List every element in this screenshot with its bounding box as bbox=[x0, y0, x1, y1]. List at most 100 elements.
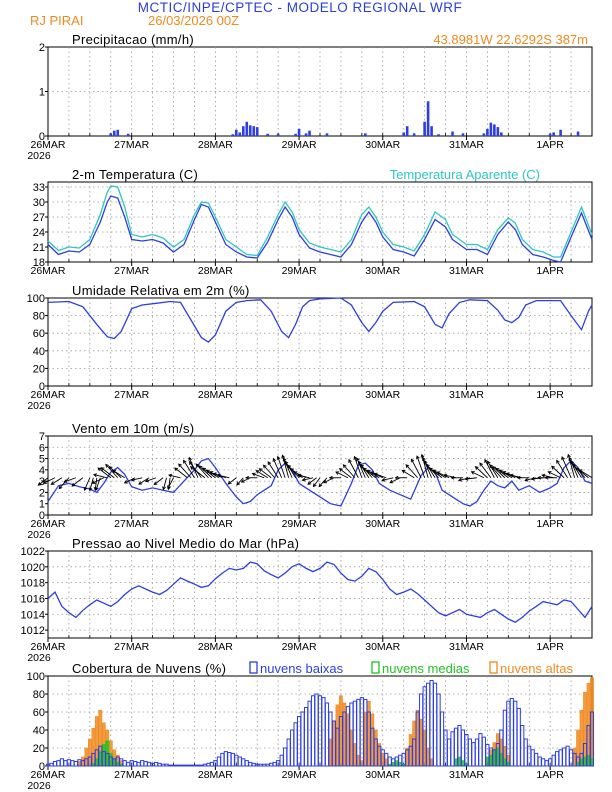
cloud-low-bar bbox=[478, 733, 483, 767]
precip-bar bbox=[112, 130, 116, 136]
y-tick-label: 1016 bbox=[21, 593, 45, 605]
wind-arrow-head bbox=[422, 456, 426, 461]
wind-arrow bbox=[267, 461, 279, 478]
wind-arrow-head bbox=[108, 465, 113, 470]
x-year-label: 2026 bbox=[27, 529, 51, 541]
x-year-label: 2026 bbox=[27, 652, 51, 664]
wind-arrow bbox=[389, 477, 401, 484]
wind-arrow bbox=[263, 464, 276, 479]
cloud-low-bar bbox=[474, 738, 479, 767]
wind-arrow bbox=[360, 464, 373, 479]
cloud-low-bar bbox=[63, 760, 68, 767]
wind-arrow-head bbox=[189, 466, 194, 470]
x-day-label: 31MAR bbox=[449, 769, 484, 781]
wind-arrow bbox=[153, 477, 164, 485]
wind-arrow-head bbox=[489, 464, 493, 469]
cloud-low-bar bbox=[324, 702, 330, 767]
y-tick-label: 60 bbox=[33, 707, 45, 719]
panel-title: Precipitacao (mm/h) bbox=[72, 32, 194, 47]
x-day-label: 30MAR bbox=[365, 769, 400, 781]
panel-title: Pressao ao Nivel Medio do Mar (hPa) bbox=[72, 536, 299, 551]
wind-arrow-head bbox=[578, 469, 583, 473]
y-tick-label: 1012 bbox=[21, 625, 45, 637]
cloud-low-bar bbox=[133, 761, 138, 767]
wind-arrow-head bbox=[97, 467, 102, 472]
cloud-low-bar bbox=[558, 749, 563, 767]
cloud-low-bar bbox=[126, 761, 131, 767]
wind-arrow bbox=[145, 477, 157, 482]
wind-arrow-head bbox=[301, 477, 306, 482]
precip-bar bbox=[412, 133, 416, 136]
cloud-low-bar bbox=[541, 758, 546, 767]
cloud-low-bar bbox=[537, 756, 542, 767]
wind-arrow bbox=[479, 462, 492, 479]
wind-arrow-head bbox=[198, 465, 203, 470]
wind-arrow bbox=[131, 477, 143, 481]
wind-arrow bbox=[183, 460, 195, 478]
wind-arrow bbox=[100, 467, 115, 479]
wind-arrow-head bbox=[420, 453, 425, 458]
y-tick-label: 2 bbox=[39, 42, 45, 54]
precip-bar bbox=[426, 101, 430, 136]
wind-arrow bbox=[138, 477, 150, 485]
wind-arrow bbox=[561, 456, 572, 478]
wind-arrow bbox=[43, 477, 56, 484]
wind-arrow-head bbox=[318, 483, 323, 488]
wind-arrow-head bbox=[537, 475, 541, 480]
precip-bar bbox=[248, 125, 252, 136]
cloud-low-bar bbox=[195, 764, 201, 767]
wind-arrow bbox=[402, 469, 415, 479]
wind-arrow bbox=[575, 467, 589, 479]
wind-arrow-head bbox=[144, 478, 149, 483]
wind-arrow bbox=[190, 466, 206, 479]
wind-arrow-head bbox=[464, 476, 469, 481]
precip-bar bbox=[500, 132, 503, 136]
wind-arrow bbox=[217, 474, 230, 479]
wind-arrow bbox=[93, 474, 108, 479]
x-day-label: 28MAR bbox=[198, 389, 233, 401]
y-tick-label: 0 bbox=[39, 510, 45, 522]
wind-arrow bbox=[525, 477, 537, 481]
cloud-low-bar bbox=[258, 763, 263, 767]
cloud-low-bar bbox=[237, 756, 242, 767]
wind-arrow-head bbox=[502, 471, 507, 475]
wind-arrow-head bbox=[338, 468, 343, 472]
precip-bar bbox=[241, 126, 245, 136]
wind-arrow-head bbox=[168, 473, 173, 478]
x-day-label: 30MAR bbox=[365, 641, 400, 653]
wind-arrow-head bbox=[575, 467, 580, 472]
wind-arrow-head bbox=[216, 473, 221, 478]
cloud-low-bar bbox=[164, 763, 169, 767]
precip-bar bbox=[423, 121, 426, 136]
x-day-label: 28MAR bbox=[198, 265, 233, 277]
wind-arrow-head bbox=[561, 456, 565, 461]
cloud-low-bar bbox=[551, 754, 556, 767]
wind-arrow bbox=[578, 469, 593, 479]
precip-bar bbox=[482, 133, 486, 136]
cloud-low-bar bbox=[520, 725, 525, 767]
precip-bar bbox=[493, 124, 496, 136]
wind-arrow-head bbox=[112, 469, 117, 474]
cloud-low-bar bbox=[220, 752, 225, 767]
wind-arrow bbox=[162, 477, 167, 490]
wind-arrow-head bbox=[541, 473, 546, 478]
wind-arrow-head bbox=[188, 460, 193, 465]
y-tick-label: 1 bbox=[39, 87, 45, 99]
wind-arrow bbox=[335, 471, 349, 479]
precip-bar bbox=[294, 133, 297, 136]
wind-arrow bbox=[302, 477, 314, 481]
wind-arrow bbox=[382, 477, 394, 481]
x-day-label: 28MAR bbox=[198, 641, 233, 653]
x-day-label: 29MAR bbox=[282, 139, 317, 151]
y-tick-label: 100 bbox=[27, 671, 45, 683]
y-tick-label: 5 bbox=[39, 454, 45, 466]
wind-arrow-head bbox=[556, 459, 560, 464]
cloud-low-bar bbox=[143, 761, 148, 767]
x-day-label: 1APR bbox=[536, 389, 564, 401]
wind-arrow bbox=[374, 473, 387, 479]
wind-arrow bbox=[236, 477, 244, 486]
precip-bar bbox=[402, 132, 405, 136]
cloud-low-bar bbox=[436, 693, 441, 767]
precip-bar bbox=[325, 133, 329, 136]
wind-arrow-head bbox=[37, 482, 42, 486]
